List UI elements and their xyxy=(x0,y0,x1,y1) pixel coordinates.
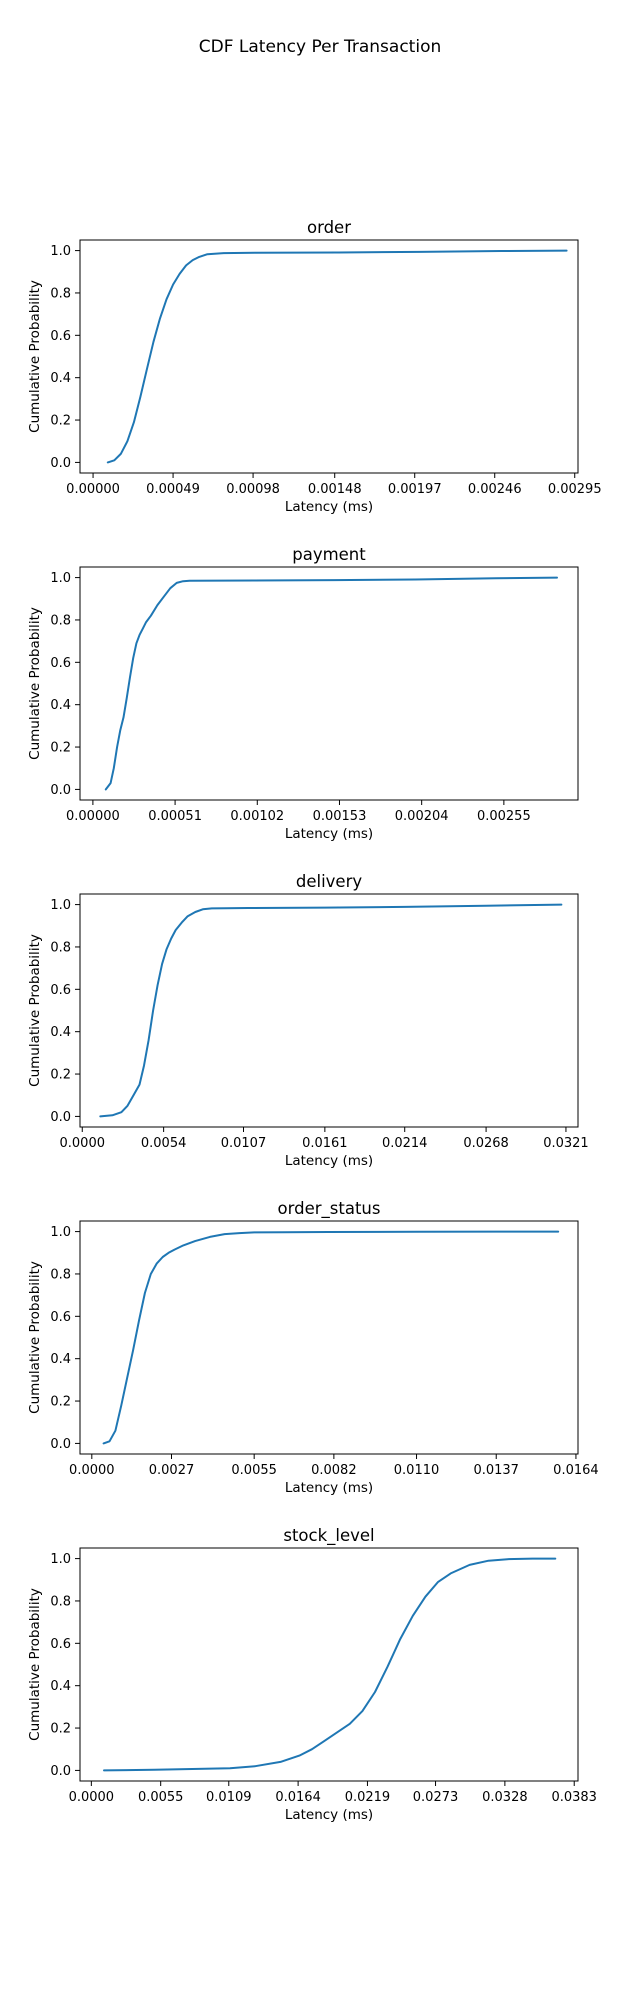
y-tick-label: 0.0 xyxy=(50,783,71,798)
y-tick-label: 0.2 xyxy=(50,1395,71,1410)
x-tick-label: 0.0137 xyxy=(473,1463,519,1478)
y-tick-label: 0.2 xyxy=(50,741,71,756)
x-tick-label: 0.0109 xyxy=(206,1790,252,1805)
y-tick-label: 0.8 xyxy=(50,940,71,955)
y-tick-label: 0.2 xyxy=(50,414,71,429)
subplot-title: payment xyxy=(292,545,366,564)
y-axis-label: Cumulative Probability xyxy=(27,1588,43,1741)
y-tick-label: 1.0 xyxy=(50,571,71,586)
y-tick-label: 0.0 xyxy=(50,1764,71,1779)
subplot-stock_level: stock_level 0.0000 0.0055 0.0109 0.0164 0.021… xyxy=(27,1526,597,1823)
y-tick-label: 0.6 xyxy=(50,1637,71,1652)
subplot-title: order xyxy=(307,218,351,237)
y-tick-label: 1.0 xyxy=(50,244,71,259)
x-axis-label: Latency (ms) xyxy=(285,499,373,515)
x-tick-label: 0.00051 xyxy=(148,809,202,824)
cdf-line xyxy=(102,1230,560,1445)
y-tick-label: 0.2 xyxy=(50,1722,71,1737)
y-tick-label: 0.0 xyxy=(50,1437,71,1452)
x-tick-label: 0.00153 xyxy=(313,809,367,824)
x-tick-label: 0.00246 xyxy=(468,482,522,497)
x-axis-label: Latency (ms) xyxy=(285,1480,373,1496)
y-tick-label: 0.4 xyxy=(50,698,71,713)
x-tick-label: 0.0273 xyxy=(413,1790,459,1805)
figure-title: CDF Latency Per Transaction xyxy=(198,37,442,57)
x-tick-label: 0.0055 xyxy=(231,1463,277,1478)
x-tick-label: 0.00000 xyxy=(66,482,120,497)
y-tick-label: 1.0 xyxy=(50,898,71,913)
axes-frame xyxy=(79,1220,579,1455)
y-tick-label: 0.4 xyxy=(50,371,71,386)
y-tick-label: 0.0 xyxy=(50,1110,71,1125)
y-tick-label: 0.8 xyxy=(50,613,71,628)
cdf-line xyxy=(106,249,568,464)
x-tick-label: 0.00102 xyxy=(230,809,284,824)
x-tick-label: 0.0000 xyxy=(60,1136,106,1151)
y-tick-label: 0.0 xyxy=(50,456,71,471)
y-tick-label: 0.4 xyxy=(50,1352,71,1367)
y-axis-label: Cumulative Probability xyxy=(27,1261,43,1414)
subplot-delivery: delivery 0.0000 0.0054 0.0107 0.0161 0.0214 0.… xyxy=(27,872,589,1169)
x-tick-label: 0.0383 xyxy=(551,1790,597,1805)
x-tick-label: 0.0054 xyxy=(141,1136,187,1151)
x-tick-label: 0.00255 xyxy=(477,809,531,824)
x-tick-label: 0.00000 xyxy=(66,809,120,824)
axes-frame xyxy=(79,566,579,801)
y-tick-label: 0.8 xyxy=(50,286,71,301)
y-tick-label: 0.2 xyxy=(50,1068,71,1083)
y-tick-label: 0.6 xyxy=(50,983,71,998)
y-tick-label: 0.8 xyxy=(50,1267,71,1282)
y-tick-label: 0.6 xyxy=(50,656,71,671)
x-tick-label: 0.00049 xyxy=(146,482,200,497)
y-tick-label: 1.0 xyxy=(50,1552,71,1567)
x-tick-label: 0.0321 xyxy=(543,1136,589,1151)
x-tick-label: 0.0107 xyxy=(221,1136,267,1151)
axes-frame xyxy=(79,1547,579,1782)
cdf-line xyxy=(99,903,563,1118)
x-tick-label: 0.0000 xyxy=(69,1790,115,1805)
y-tick-label: 0.4 xyxy=(50,1025,71,1040)
subplot-title: delivery xyxy=(296,872,362,891)
subplot-title: order_status xyxy=(278,1199,381,1219)
y-axis-label: Cumulative Probability xyxy=(27,280,43,433)
y-axis-label: Cumulative Probability xyxy=(27,934,43,1087)
cdf-line xyxy=(104,576,558,791)
x-tick-label: 0.0214 xyxy=(382,1136,428,1151)
x-axis-label: Latency (ms) xyxy=(285,1807,373,1823)
x-tick-label: 0.00197 xyxy=(388,482,442,497)
x-axis-label: Latency (ms) xyxy=(285,1153,373,1169)
x-tick-label: 0.0082 xyxy=(311,1463,357,1478)
x-tick-label: 0.0268 xyxy=(463,1136,509,1151)
axes-frame xyxy=(79,239,579,474)
x-tick-label: 0.00098 xyxy=(226,482,280,497)
subplot-order: order 0.00000 0.00049 0.00098 0.00148 0.00197… xyxy=(27,218,602,515)
y-tick-label: 0.6 xyxy=(50,329,71,344)
y-tick-label: 0.6 xyxy=(50,1310,71,1325)
x-tick-label: 0.0164 xyxy=(553,1463,599,1478)
cdf-line xyxy=(103,1557,557,1772)
y-tick-label: 1.0 xyxy=(50,1225,71,1240)
x-axis-label: Latency (ms) xyxy=(285,826,373,842)
x-tick-label: 0.0219 xyxy=(345,1790,391,1805)
x-tick-label: 0.0027 xyxy=(149,1463,195,1478)
x-tick-label: 0.0055 xyxy=(138,1790,184,1805)
axes-frame xyxy=(79,893,579,1128)
subplot-payment: payment 0.00000 0.00051 0.00102 0.00153 0.002… xyxy=(27,545,579,842)
x-tick-label: 0.0328 xyxy=(482,1790,528,1805)
x-tick-label: 0.0110 xyxy=(394,1463,440,1478)
x-tick-label: 0.0000 xyxy=(69,1463,115,1478)
x-tick-label: 0.0161 xyxy=(302,1136,348,1151)
y-axis-label: Cumulative Probability xyxy=(27,607,43,760)
x-tick-label: 0.00295 xyxy=(548,482,602,497)
subplot-title: stock_level xyxy=(283,1526,374,1546)
x-tick-label: 0.00204 xyxy=(395,809,449,824)
x-tick-label: 0.00148 xyxy=(308,482,362,497)
y-tick-label: 0.4 xyxy=(50,1679,71,1694)
y-tick-label: 0.8 xyxy=(50,1594,71,1609)
x-tick-label: 0.0164 xyxy=(275,1790,321,1805)
